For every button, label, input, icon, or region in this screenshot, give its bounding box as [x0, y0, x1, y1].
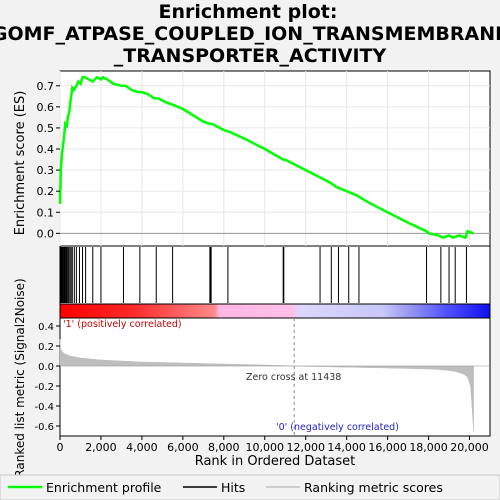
x-tick-label-9: 18,000 [409, 441, 448, 454]
metric-tick-label-5: -0.6 [34, 422, 54, 433]
x-tick-label-4: 8,000 [208, 441, 240, 454]
x-tick-label-1: 2,000 [85, 441, 117, 454]
legend-metric-label: Ranking metric scores [304, 480, 443, 495]
metric-tick-label-4: -0.4 [34, 402, 54, 413]
metric-y-ticks: 0.4 0.2 0.0 -0.2 -0.4 -0.6 [34, 322, 60, 433]
positive-correlation-label: '1' (positively correlated) [63, 319, 182, 330]
x-tick-label-0: 0 [57, 441, 64, 454]
hit-marks [59, 247, 467, 303]
es-tick-label-6: 0.6 [37, 101, 55, 114]
x-tick-label-8: 16,000 [368, 441, 407, 454]
chart-title-line-3: _TRANSPORTER_ACTIVITY [114, 45, 387, 67]
rank-colorbar [59, 303, 491, 319]
metric-tick-label-0: 0.4 [38, 322, 54, 333]
metric-tick-label-3: -0.2 [34, 382, 54, 393]
metric-tick-label-1: 0.2 [38, 342, 54, 353]
es-tick-label-4: 0.4 [37, 143, 55, 156]
x-tick-label-3: 6,000 [167, 441, 199, 454]
x-tick-label-2: 4,000 [126, 441, 158, 454]
es-tick-label-3: 0.3 [37, 164, 55, 177]
x-tick-label-6: 12,000 [286, 441, 325, 454]
metric-y-axis-label: Ranked list metric (Signal2Noise) [13, 278, 27, 477]
chart-title-line-1: Enrichment plot: [159, 1, 338, 23]
metric-panel [59, 317, 491, 437]
es-panel [59, 70, 491, 247]
es-y-ticks: 0.0 0.1 0.2 0.3 0.4 0.5 0.6 0.7 [37, 80, 60, 240]
es-y-axis-label: Enrichment score (ES) [13, 91, 28, 236]
x-tick-label-7: 14,000 [327, 441, 366, 454]
chart-title-line-2: GOMF_ATPASE_COUPLED_ION_TRANSMEMBRANE [0, 23, 500, 45]
legend-enrichment-label: Enrichment profile [46, 480, 162, 495]
hits-panel [59, 245, 491, 305]
es-tick-label-2: 0.2 [37, 185, 55, 198]
legend-box [0, 474, 500, 500]
x-ticks: 0 2,000 4,000 6,000 8,000 10,000 12,000 14,000 1… [57, 436, 489, 454]
es-tick-label-1: 0.1 [37, 206, 55, 219]
es-tick-label-7: 0.7 [37, 80, 55, 93]
negative-correlation-label: '0' (negatively correlated) [276, 422, 399, 433]
x-axis-label: Rank in Ordered Dataset [195, 454, 356, 469]
zero-cross-label: Zero cross at 11438 [246, 372, 341, 383]
x-tick-label-10: 20,000 [450, 441, 489, 454]
metric-tick-label-2: 0.0 [38, 362, 54, 373]
enrichment-profile-line [58, 75, 475, 240]
es-tick-label-5: 0.5 [37, 122, 55, 135]
x-tick-label-5: 10,000 [246, 441, 285, 454]
legend-hits-label: Hits [221, 480, 245, 495]
es-tick-label-0: 0.0 [37, 227, 55, 240]
